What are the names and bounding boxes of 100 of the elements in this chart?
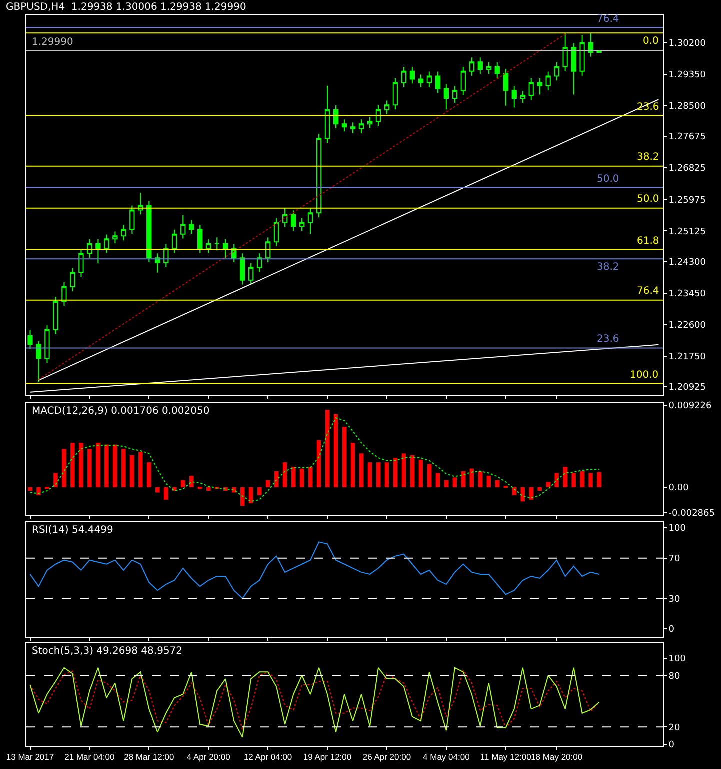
bar — [393, 458, 398, 488]
candlestick — [494, 62, 500, 79]
candlestick — [418, 74, 424, 88]
bar — [79, 443, 84, 488]
candlestick — [308, 208, 314, 234]
annotation: 50.0 — [597, 174, 620, 185]
bar — [597, 472, 602, 488]
candlestick — [376, 105, 382, 126]
annotation: 100.0 — [630, 370, 659, 381]
candlestick — [130, 205, 135, 234]
candlestick — [28, 330, 33, 350]
candlestick — [180, 214, 186, 240]
candlestick — [426, 71, 432, 88]
x-tick-label: 21 Mar 04:00 — [64, 752, 116, 762]
y-tick-label: 1.25975 — [668, 196, 706, 206]
y-tick-label: 1.21750 — [668, 352, 706, 363]
candlestick — [478, 57, 483, 74]
bar — [418, 460, 424, 488]
candlestick — [562, 33, 568, 72]
bar — [376, 462, 381, 488]
chart-title: RSI(14) 54.4499 — [32, 525, 114, 536]
y-tick-label: 1.29350 — [668, 70, 706, 81]
bar — [495, 480, 500, 488]
line-series — [30, 542, 600, 600]
x-tick-label: 12 Apr 04:00 — [244, 752, 292, 762]
y-tick-label: 1.25125 — [668, 227, 706, 238]
bar — [113, 444, 118, 488]
bar — [240, 487, 245, 506]
bar — [520, 487, 525, 502]
bar — [266, 480, 270, 488]
candlestick — [62, 282, 67, 306]
y-tick-label: 30 — [668, 594, 681, 605]
bar — [316, 440, 322, 488]
y-tick-label: 1.26825 — [668, 164, 706, 174]
bar — [427, 464, 432, 488]
bar — [350, 443, 356, 488]
bar — [512, 487, 516, 496]
line-series — [30, 418, 600, 502]
candlestick — [290, 210, 296, 232]
candlestick — [410, 66, 416, 84]
annotation: 23.6 — [637, 102, 660, 113]
candlestick — [554, 62, 560, 82]
y-tick-label: 1.28500 — [668, 102, 706, 112]
y-tick-label: 100 — [668, 654, 686, 665]
bar — [580, 471, 584, 488]
x-tick-label: 13 Mar 2017 — [6, 752, 54, 762]
bar — [563, 467, 568, 488]
bar — [28, 487, 32, 491]
bar — [588, 473, 593, 488]
candlestick — [333, 105, 339, 130]
y-tick-label: 0.00 — [668, 484, 690, 494]
bar — [206, 487, 211, 491]
candlestick — [546, 71, 551, 91]
bar — [300, 468, 304, 488]
bar — [384, 462, 390, 488]
x-tick-label: 19 Apr 12:00 — [303, 752, 352, 762]
bar — [546, 482, 550, 488]
candlestick — [121, 224, 126, 242]
bar — [359, 454, 364, 488]
candlestick — [104, 234, 110, 254]
y-tick-label: 1.22600 — [668, 321, 706, 332]
y-tick-label: -0.002865 — [668, 509, 716, 520]
candlestick — [358, 119, 364, 134]
candlestick — [198, 224, 203, 254]
candlestick — [146, 200, 152, 264]
candlestick — [172, 229, 178, 254]
bar — [291, 467, 296, 488]
candlestick — [342, 119, 348, 132]
candlestick — [528, 78, 534, 100]
bar — [96, 443, 100, 488]
candlestick — [299, 218, 305, 232]
candlestick — [588, 33, 594, 58]
y-tick-label: 1.24300 — [668, 258, 706, 268]
y-tick-label: 0.009226 — [668, 402, 712, 412]
annotation: 38.2 — [637, 152, 660, 163]
candlestick — [96, 239, 101, 264]
bar — [334, 414, 338, 488]
bar — [486, 476, 492, 488]
chart-title: GBPUSD,H4 1.29938 1.30006 1.29938 1.29990 — [6, 2, 246, 13]
candlestick — [112, 231, 118, 244]
y-tick-label: 20 — [668, 723, 681, 734]
candlestick — [469, 57, 474, 76]
candlestick — [282, 207, 288, 228]
bar — [54, 473, 58, 488]
bar — [181, 480, 186, 488]
annotation: 38.2 — [597, 262, 620, 273]
candlestick — [520, 90, 526, 104]
candlestick — [36, 341, 42, 383]
bar — [436, 473, 440, 488]
y-tick-label: 70 — [668, 554, 681, 564]
y-tick-label: 1.23450 — [668, 289, 706, 300]
bar — [325, 410, 330, 488]
chart-title: Stoch(5,3,3) 49.2698 48.9572 — [32, 646, 183, 657]
candlestick — [444, 84, 449, 110]
bar — [554, 473, 559, 488]
candlestick — [367, 116, 373, 130]
bar — [248, 487, 254, 504]
bar — [164, 487, 168, 500]
candlestick — [206, 239, 212, 254]
candlestick — [350, 122, 356, 134]
